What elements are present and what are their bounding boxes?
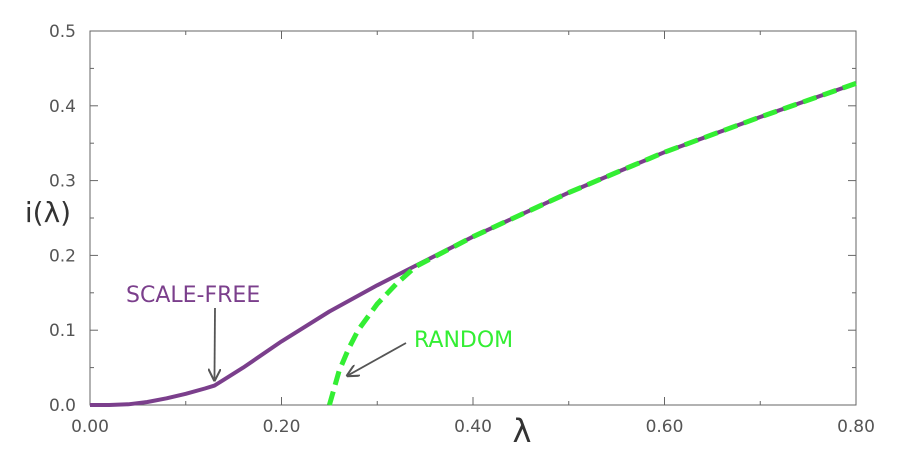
x-tick-label: 0.40 [454,417,492,437]
annotation-label-1: SCALE-FREE [126,283,260,308]
ticks: 0.0 0.1 0.2 0.3 0.4 0.5 0.00 0.20 0.40 0.60 0.80 [49,22,875,437]
y-tick-label: 0.5 [49,22,76,42]
annotations: SCALE-FREE RANDOM [126,283,513,379]
y-tick-label: 0.0 [49,396,76,416]
x-tick-label: 0.80 [837,417,875,437]
series [90,81,857,407]
series-line-1 [90,81,857,407]
y-tick-label: 0.4 [49,97,76,117]
annotation-label-2: RANDOM [414,328,513,353]
x-tick-label: 0.60 [646,417,684,437]
annotation-arrow-2 [349,342,407,375]
x-tick-label: 0.20 [263,417,301,437]
y-tick-label: 0.2 [49,246,76,266]
y-tick-label: 0.1 [49,321,76,341]
annotation-arrow-1 [214,307,215,379]
y-axis-title: i(λ) [25,196,71,229]
x-axis-title: λ [513,412,532,450]
y-tick-label: 0.3 [49,172,76,192]
x-tick-label: 0.00 [71,417,109,437]
series-line-2 [326,81,857,406]
